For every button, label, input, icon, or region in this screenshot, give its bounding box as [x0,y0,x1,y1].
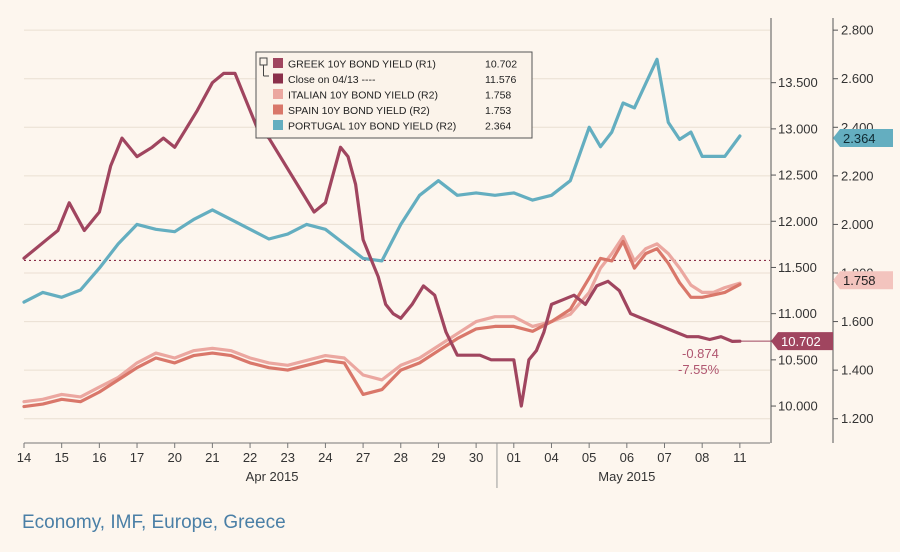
legend-value: 10.702 [485,59,517,71]
right-tick-label: 1.600 [841,314,874,329]
left-tick-label: 10.000 [778,399,818,414]
x-tick-label: 15 [54,450,68,465]
legend-swatch [273,58,283,68]
legend: GREEK 10Y BOND YIELD (R1) 10.702 Close on … [255,51,533,139]
legend-value: 1.758 [485,90,511,102]
legend-value: 1.753 [485,105,511,117]
right-tick-label: 2.600 [841,71,874,86]
left-tick-label: 13.000 [778,121,818,136]
portugal-value-tag: 2.364 [843,131,876,146]
legend-value: 2.364 [485,121,511,133]
x-tick-label: 22 [243,450,257,465]
x-tick-label: 24 [318,450,332,465]
legend-label: SPAIN 10Y BOND YIELD (R2) [288,105,430,117]
legend-label: Close on 04/13 ---- [288,74,376,86]
x-tick-label: 08 [695,450,709,465]
portugal-value-tag-bg [833,129,893,148]
italy-value-tag: 1.758 [843,273,876,288]
x-tick-label: 17 [130,450,144,465]
right-tick-label: 2.800 [841,23,874,38]
left-tick-label: 11.500 [778,260,817,275]
legend-label: PORTUGAL 10Y BOND YIELD (R2) [288,121,456,133]
left-tick-label: 12.500 [778,168,818,183]
left-tick-label: 11.000 [778,306,817,321]
x-tick-label: 21 [205,450,219,465]
italy-value-tag-bg [833,271,893,290]
x-tick-label: 30 [469,450,483,465]
legend-label: ITALIAN 10Y BOND YIELD (R2) [288,90,438,102]
x-tick-label: 27 [356,450,370,465]
x-tick-label: 14 [17,450,31,465]
x-tick-label: 28 [394,450,408,465]
x-tick-label: 29 [431,450,445,465]
left-tick-label: 10.500 [778,352,818,367]
legend-box [255,51,533,139]
legend-swatch [273,89,283,99]
x-tick-label: 23 [281,450,295,465]
bond-yield-chart: 14 15 16 17 20 21 22 23 24 27 28 29 30 01 04 05 06 07 08 11… [17,18,893,488]
x-tick-label: 06 [620,450,634,465]
left-axis-ticks: 10.000 10.500 11.000 11.500 12.000 12.500 13.0… [771,75,818,414]
legend-value: 11.576 [485,74,516,86]
month-label: Apr 2015 [246,469,299,484]
left-tick-label: 13.500 [778,75,818,90]
caption-tags[interactable]: Economy, IMF, Europe, Greece [22,512,286,533]
series-line [22,239,742,409]
x-axis-ticks: 14 15 16 17 20 21 22 23 24 27 28 29 30 01 04 05 06 07 08 11… [17,443,747,484]
right-tick-label: 2.000 [841,217,874,232]
legend-swatch [273,120,283,130]
greek-value-tag-bg [771,332,833,351]
legend-swatch [273,73,283,84]
right-tick-label: 1.400 [841,363,874,378]
x-tick-label: 11 [733,450,747,465]
gridlines [24,29,770,420]
x-tick-label: 05 [582,450,596,465]
x-tick-label: 16 [92,450,106,465]
right-axis-ticks: 1.2001.4001.6001.8002.0002.2002.4002.600… [833,23,874,426]
change-labels: -0.874-7.55% [678,346,720,377]
series-line [22,71,742,408]
left-tick-label: 12.000 [778,214,818,229]
series-line [22,57,742,304]
legend-swatch [273,104,283,115]
x-tick-label: 20 [167,450,181,465]
right-tick-label: 1.200 [841,411,874,426]
legend-label: GREEK 10Y BOND YIELD (R1) [288,59,436,71]
greek-value-tag: 10.702 [781,334,821,349]
last-value-tags: 10.702 1.758 2.364 [739,129,893,351]
x-tick-label: 07 [657,450,671,465]
right-tick-label: 2.200 [841,168,874,183]
x-tick-label: 04 [544,450,558,465]
change-absolute: -0.874 [682,346,719,361]
series-lines [22,57,742,409]
series-line [22,235,742,404]
change-percent: -7.55% [678,362,720,377]
x-tick-label: 01 [507,450,521,465]
month-label: May 2015 [598,469,655,484]
